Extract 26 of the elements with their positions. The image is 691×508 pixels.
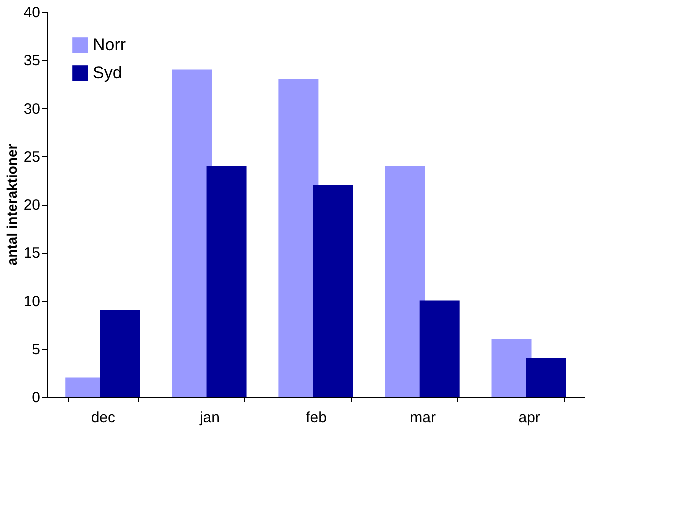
bar <box>492 339 532 397</box>
bar <box>526 358 566 397</box>
y-tick-label: 35 <box>24 52 40 70</box>
x-tick-label: feb <box>306 410 327 426</box>
y-tick-label: 40 <box>24 4 40 22</box>
x-tick-label: jan <box>198 410 220 426</box>
x-tick-label: mar <box>410 410 436 426</box>
y-tick-label: 10 <box>24 293 40 310</box>
x-tick-label: dec <box>91 410 116 426</box>
bar <box>172 70 212 397</box>
legend-label: Syd <box>93 64 122 82</box>
y-tick-label: 30 <box>24 100 40 118</box>
bar <box>385 166 426 397</box>
bar <box>313 185 354 397</box>
y-axis-title: antal interaktioner <box>4 144 20 266</box>
bar <box>278 79 319 397</box>
y-tick-label: 20 <box>24 197 40 214</box>
bar <box>100 310 140 397</box>
y-tick-label: 5 <box>32 341 40 358</box>
bar <box>420 300 460 397</box>
y-tick-label: 15 <box>24 245 40 262</box>
y-tick-label: 25 <box>24 148 40 166</box>
bar <box>206 166 247 397</box>
legend-label: Norr <box>93 36 126 54</box>
x-tick-label: apr <box>518 410 540 426</box>
y-tick-label: 0 <box>32 390 40 406</box>
